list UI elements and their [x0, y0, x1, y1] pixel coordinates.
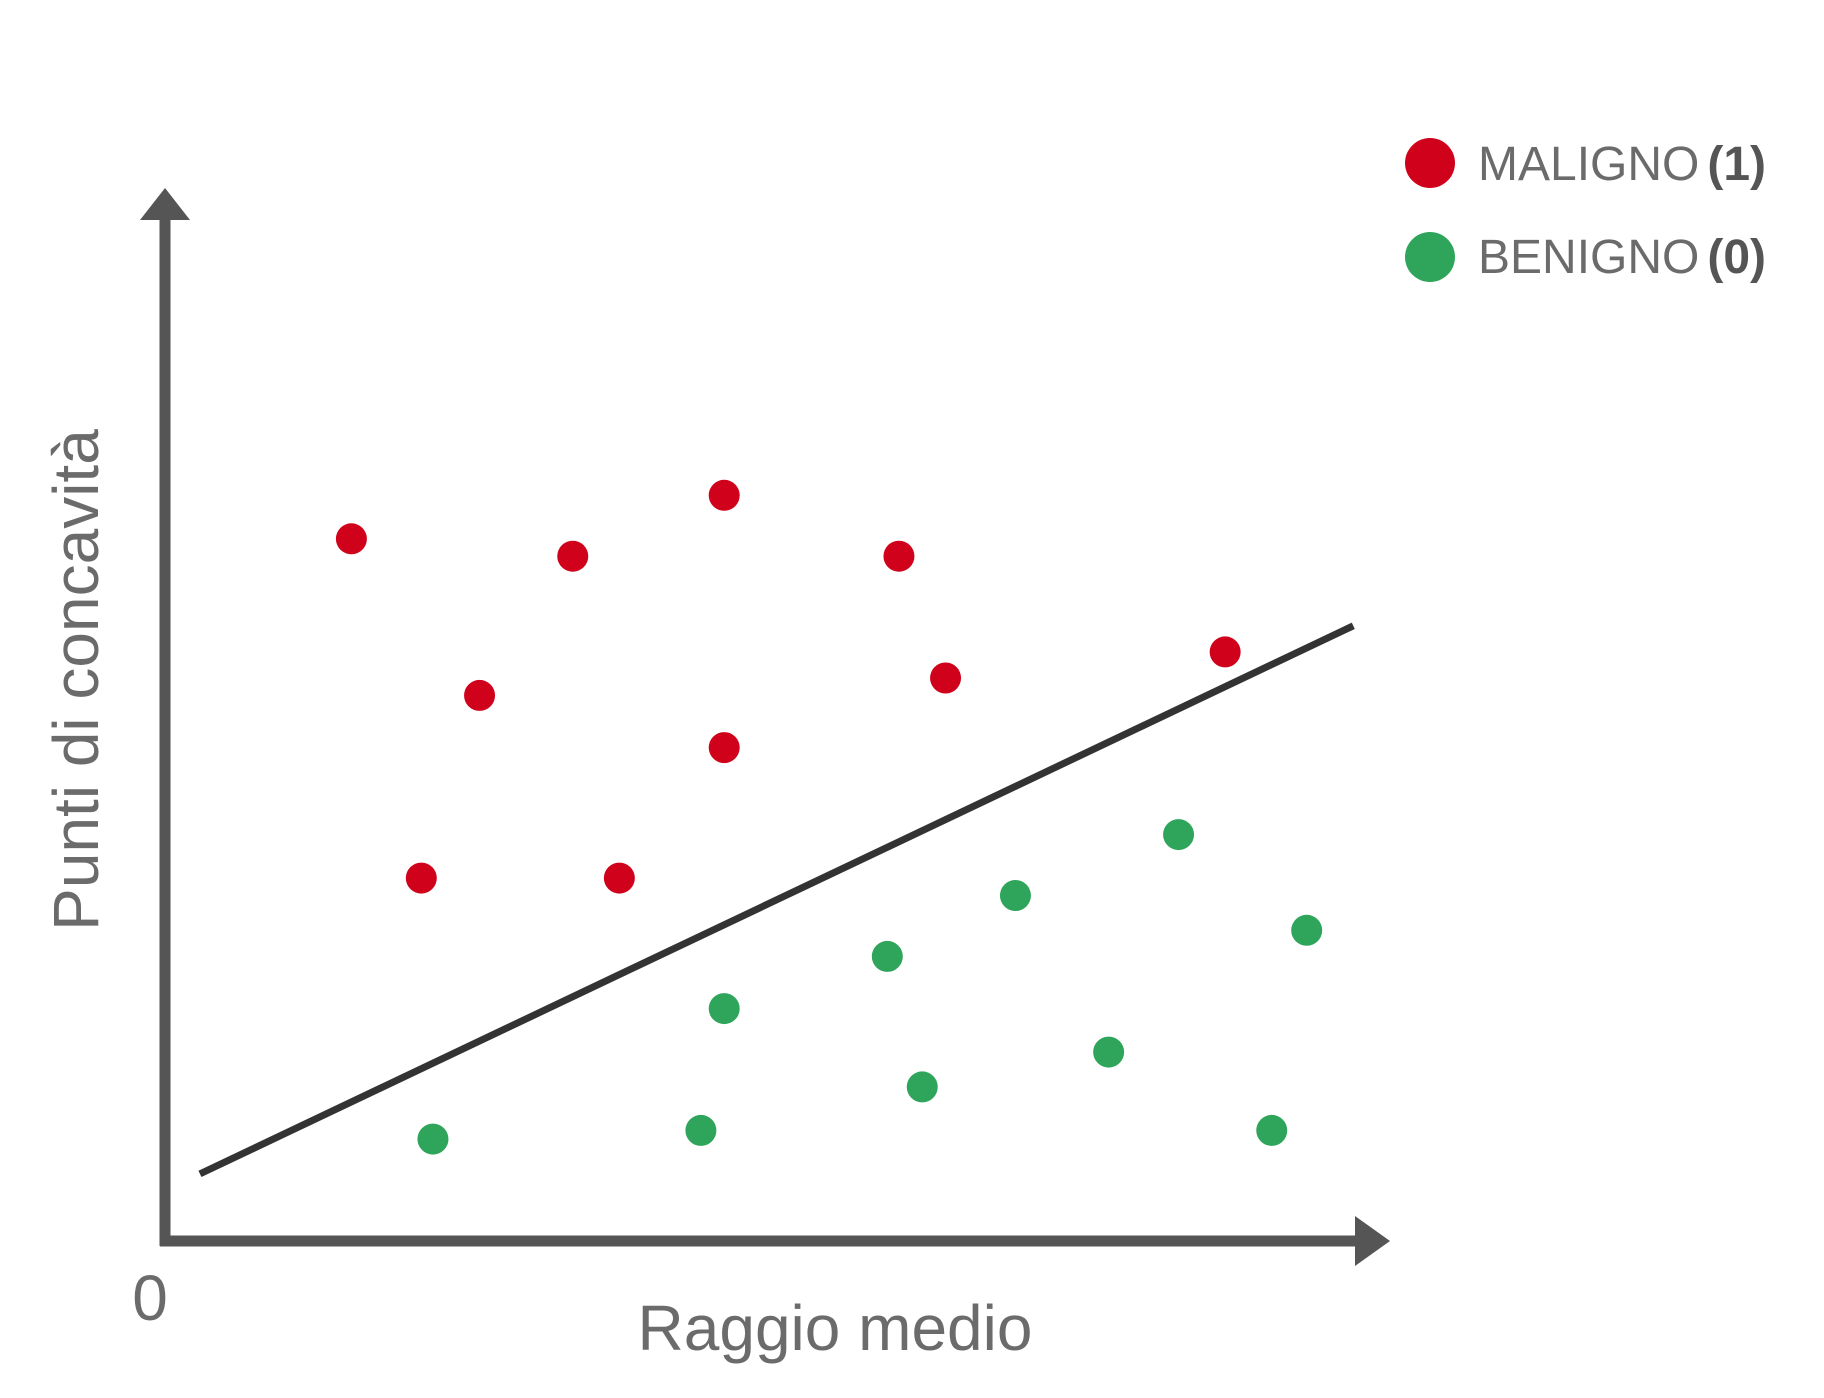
benigno-point-5 [708, 993, 740, 1025]
decision-boundary-line [198, 622, 1355, 1178]
maligno-point-5 [464, 679, 496, 711]
legend-label-benigno: BENIGNO (0) [1478, 231, 1766, 284]
legend-label-maligno: MALIGNO (1) [1478, 138, 1766, 191]
benigno-point-1 [1163, 819, 1195, 851]
x-axis-label: Raggio medio [638, 1292, 1033, 1364]
benigno-point-10 [1256, 1114, 1288, 1146]
maligno-point-10 [603, 862, 635, 894]
maligno-point-9 [405, 862, 437, 894]
benigno-point-4 [871, 940, 903, 972]
legend: MALIGNO (1) BENIGNO (0) [1405, 138, 1766, 284]
benigno-point-3 [1291, 914, 1323, 946]
maligno-point-4 [883, 540, 915, 572]
data-points [335, 479, 1323, 1155]
benigno-point-6 [1093, 1036, 1125, 1068]
maligno-point-1 [335, 523, 367, 555]
benigno-point-7 [906, 1071, 938, 1103]
y-axis-label: Punti di concavità [40, 429, 112, 931]
maligno-point-6 [930, 662, 962, 694]
legend-marker-maligno [1405, 138, 1455, 188]
maligno-point-7 [708, 732, 740, 764]
legend-marker-benigno [1405, 232, 1455, 282]
benigno-point-8 [685, 1114, 717, 1146]
origin-label: 0 [132, 1262, 168, 1334]
benigno-point-9 [417, 1123, 449, 1155]
x-axis-arrowhead [1355, 1216, 1390, 1266]
y-axis-arrowhead [140, 188, 190, 220]
benigno-point-2 [999, 880, 1031, 911]
maligno-point-8 [1209, 636, 1241, 668]
maligno-point-2 [557, 540, 589, 572]
maligno-point-3 [708, 479, 740, 511]
